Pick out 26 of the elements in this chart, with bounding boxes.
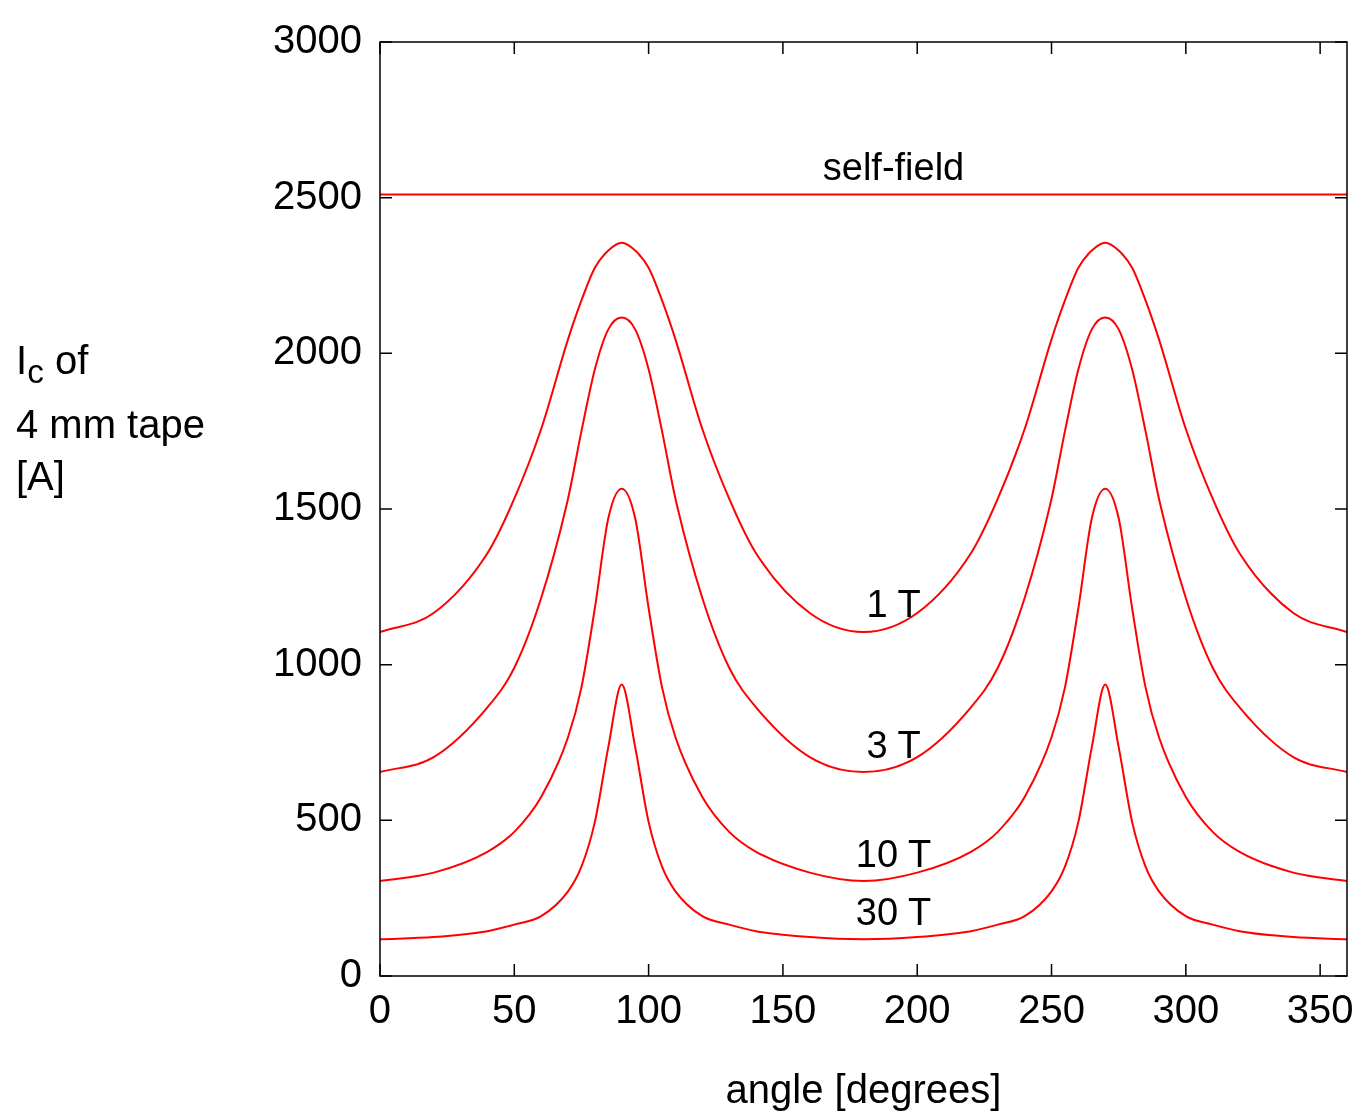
line-series bbox=[379, 316, 1347, 774]
x-axis-title: angle [degrees] bbox=[725, 1067, 1002, 1112]
line-series bbox=[379, 241, 1347, 633]
y-tick-label: 3000 bbox=[273, 17, 362, 62]
series-label: 3 T bbox=[866, 723, 921, 766]
y-tick-label: 1500 bbox=[273, 484, 362, 529]
series-label: 10 T bbox=[855, 832, 932, 875]
x-tick-label: 100 bbox=[615, 987, 682, 1032]
line-series bbox=[379, 683, 1347, 941]
x-tick-label: 300 bbox=[1152, 987, 1220, 1032]
line-series bbox=[379, 487, 1347, 883]
y-tick-label: 0 bbox=[339, 951, 362, 996]
x-tick-label: 250 bbox=[1018, 987, 1085, 1032]
x-tick-label: 150 bbox=[749, 987, 817, 1032]
x-tick-label: 0 bbox=[368, 987, 392, 1032]
y-axis-title: I$_{c}$ of 4 mm tape [A] bbox=[16, 337, 205, 500]
y-tick-label: 1000 bbox=[273, 639, 362, 684]
series-label: 30 T bbox=[855, 890, 932, 933]
series-label: 1 T bbox=[866, 583, 921, 626]
x-tick-label: 200 bbox=[883, 987, 951, 1032]
x-tick-label: 350 bbox=[1286, 987, 1354, 1032]
y-tick-label: 2500 bbox=[273, 172, 362, 217]
y-tick-label: 2000 bbox=[273, 328, 362, 373]
x-tick-label: 50 bbox=[492, 987, 537, 1032]
series-label: self-field bbox=[822, 146, 965, 189]
y-tick-label: 500 bbox=[295, 795, 362, 840]
